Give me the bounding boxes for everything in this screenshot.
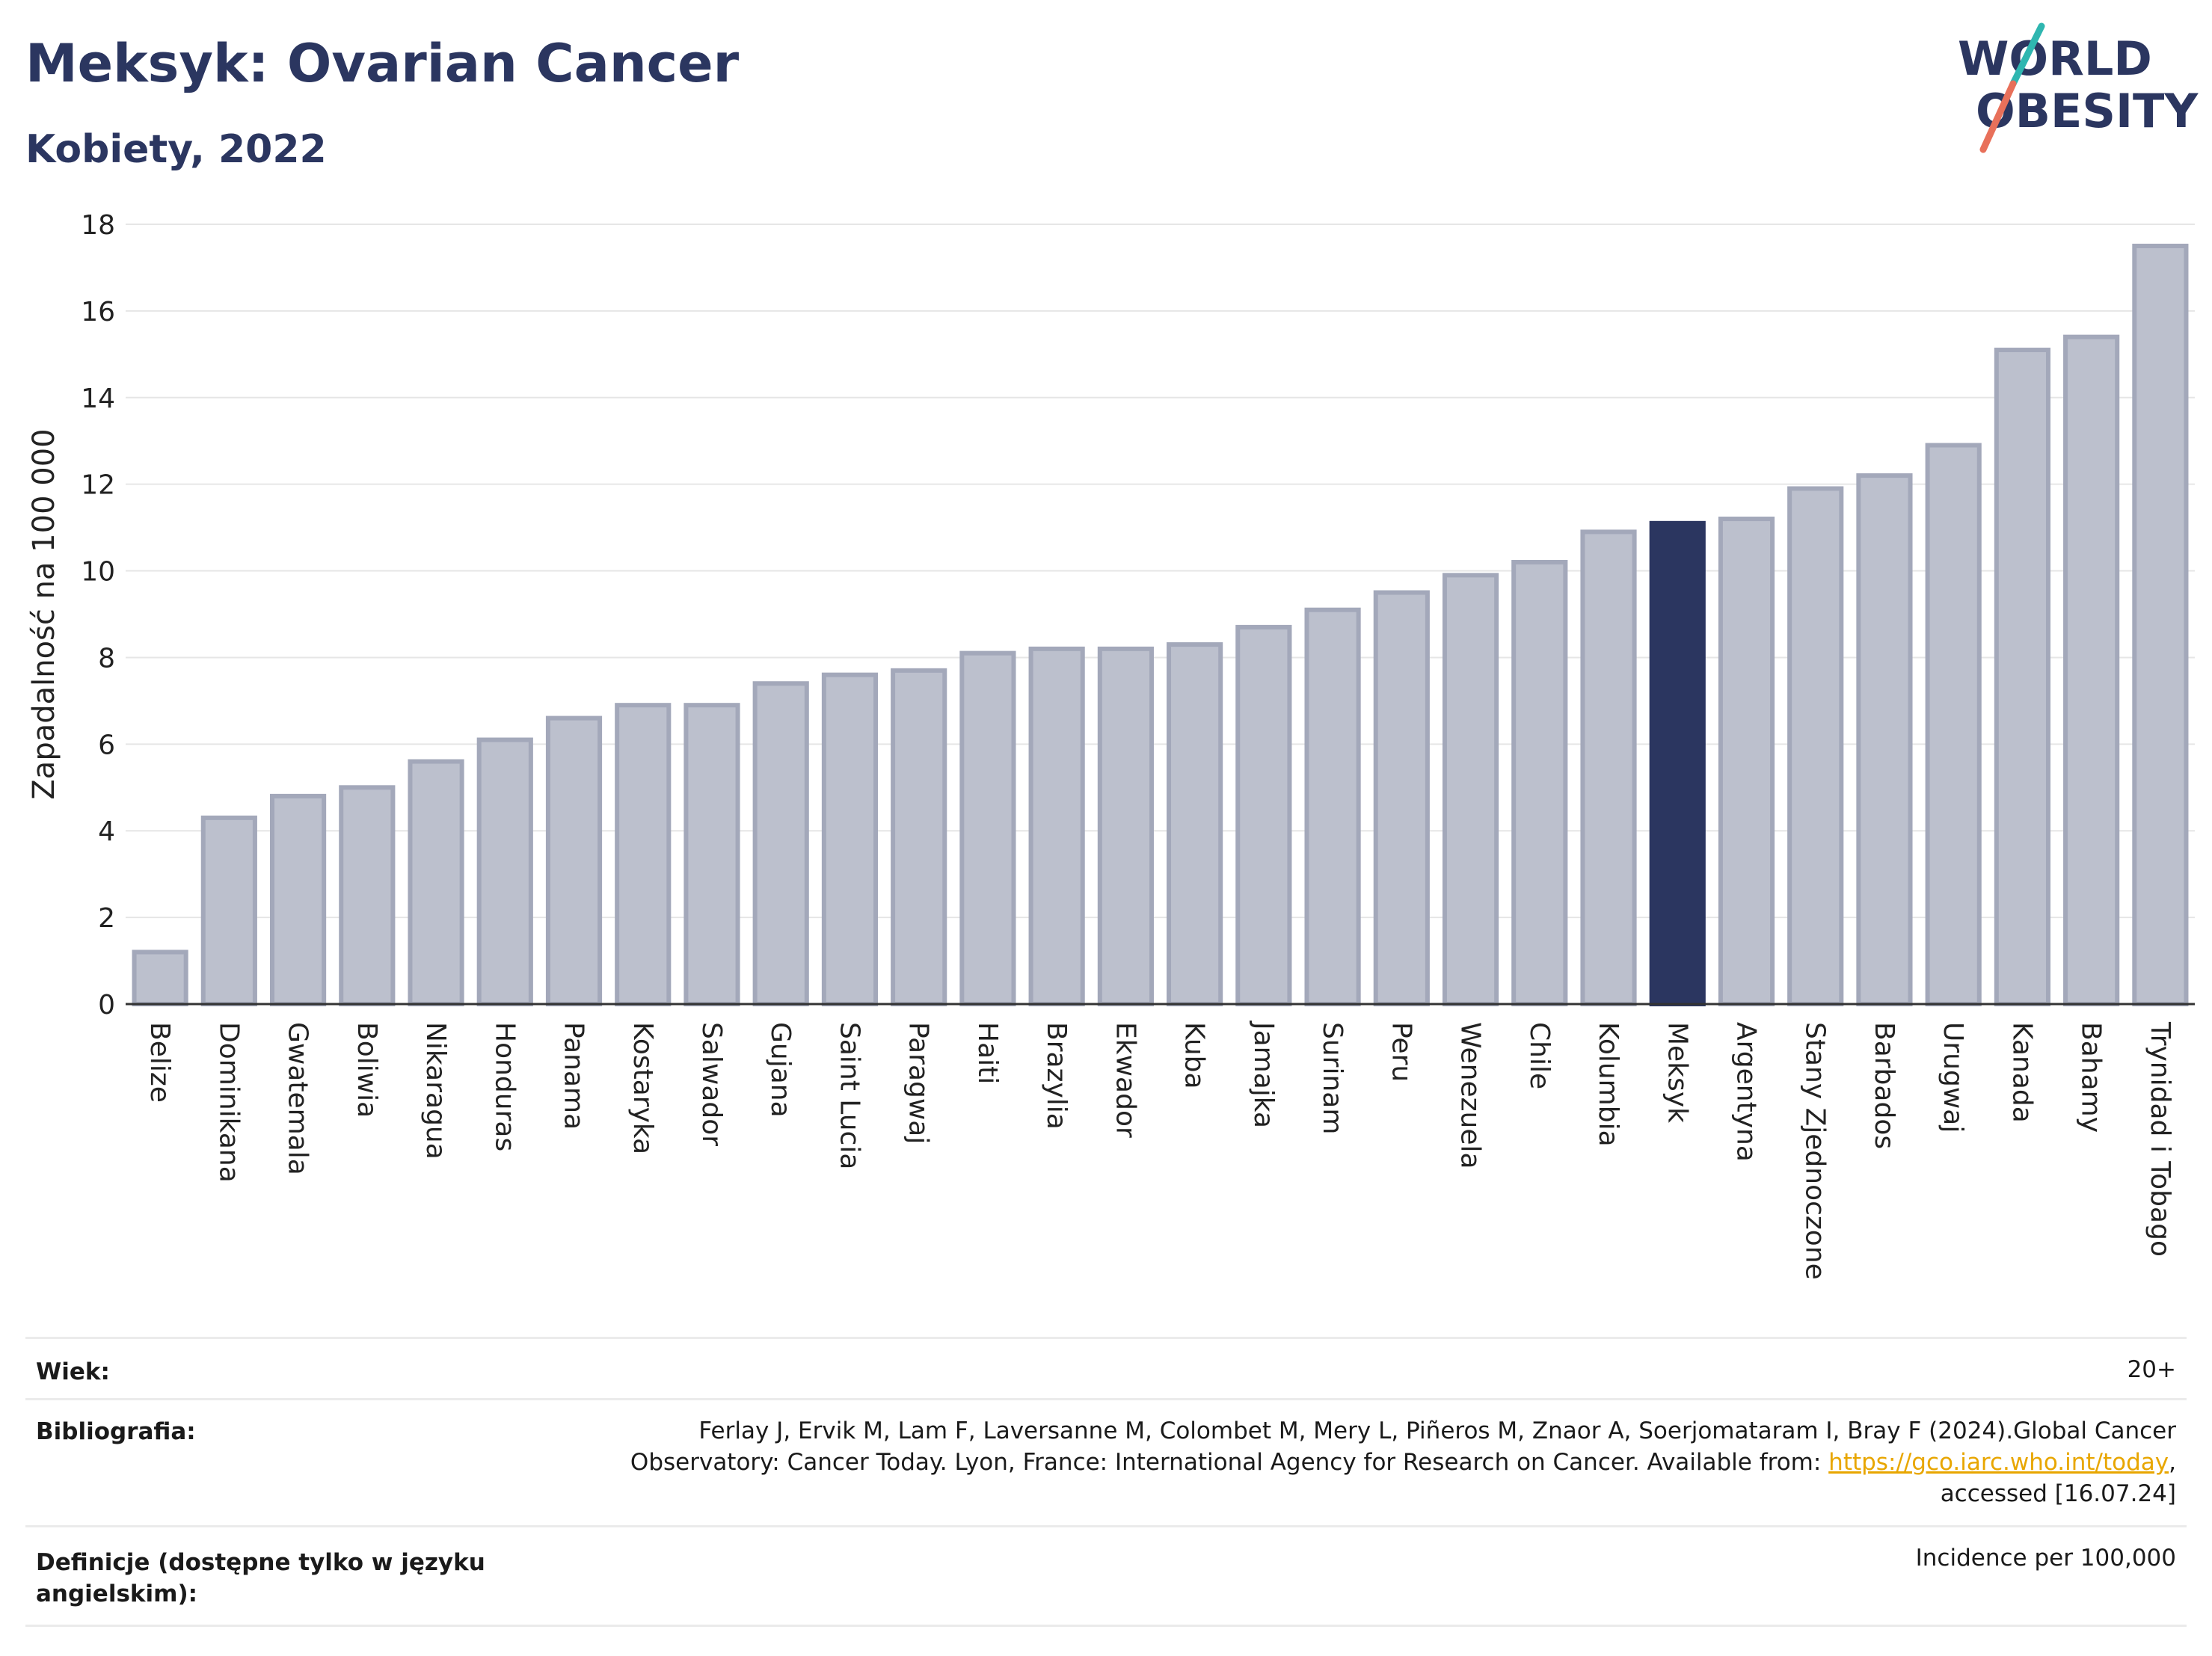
bar-jamajka — [1235, 624, 1292, 1007]
x-tick-label: Salwador — [696, 1022, 727, 1146]
bar-kostaryka — [615, 703, 672, 1007]
x-tick-label: Urugwaj — [1938, 1022, 1968, 1133]
bar-chile — [1511, 559, 1568, 1006]
x-tick-label: Stany Zjednoczone — [1800, 1022, 1831, 1280]
bar-haiti — [959, 650, 1016, 1007]
bar-kolumbia — [1580, 529, 1637, 1006]
definitions-label-line-1: Definicje (dostępne tylko w języku — [36, 1549, 485, 1576]
logo-text-world: WORLD — [1958, 31, 2152, 86]
bar-wenezuela — [1442, 573, 1499, 1006]
y-tick-label: 8 — [98, 643, 115, 674]
logo-slash-coral — [1979, 80, 2017, 153]
bar-nikaragua — [408, 759, 464, 1006]
bar-trynidad-i-tobago — [2132, 243, 2189, 1006]
y-tick-label: 10 — [81, 557, 115, 588]
bar-barbados — [1856, 473, 1913, 1006]
y-tick-label: 0 — [98, 990, 115, 1021]
bibliography-label: Bibliografia: — [36, 1418, 196, 1445]
y-tick-labels: 0 2 4 6 8 10 12 14 16 18 — [81, 210, 115, 1021]
x-tick-label: Paragwaj — [903, 1022, 934, 1144]
bar-belize — [132, 949, 188, 1007]
x-tick-label: Kostaryka — [627, 1022, 658, 1154]
y-tick-label: 4 — [98, 816, 115, 847]
x-tick-label: Barbados — [1869, 1022, 1899, 1149]
logo-text-obesity: OBESITY — [1976, 84, 2199, 138]
x-tick-label: Gwatemala — [283, 1022, 313, 1175]
x-tick-label: Peru — [1386, 1022, 1416, 1082]
bar-paragwaj — [891, 668, 947, 1006]
bar-stany-zjednoczone — [1787, 486, 1844, 1006]
y-tick-label: 16 — [81, 297, 115, 327]
y-tick-label: 18 — [81, 210, 115, 241]
bar-salwador — [683, 703, 740, 1007]
bar-meksyk — [1649, 520, 1706, 1006]
bibliography-line-2: Observatory: Cancer Today. Lyon, France:… — [630, 1447, 2176, 1478]
world-obesity-logo: WORLD OBESITY — [1958, 22, 2199, 153]
bar-dominikana — [200, 815, 257, 1006]
bibliography-text: Observatory: Cancer Today. Lyon, France:… — [630, 1449, 1829, 1476]
x-tick-label: Trynidad i Tobago — [2145, 1021, 2175, 1257]
x-tick-label: Honduras — [489, 1022, 520, 1151]
footer-row-age: Wiek: 20+ — [25, 1337, 2187, 1399]
x-tick-label: Wenezuela — [1455, 1022, 1486, 1169]
x-tick-label: Gujana — [765, 1022, 796, 1118]
bar-gujana — [752, 681, 809, 1006]
x-tick-label: Haiti — [972, 1022, 1003, 1084]
y-tick-label: 14 — [81, 384, 115, 414]
x-tick-label: Argentyna — [1730, 1022, 1761, 1162]
footer-row-bibliography: Bibliografia: Ferlay J, Ervik M, Lam F, … — [25, 1398, 2187, 1526]
y-tick-label: 2 — [98, 903, 115, 934]
x-tick-label: Bahamy — [2076, 1022, 2107, 1133]
bar-ekwador — [1097, 646, 1154, 1006]
y-tick-label: 12 — [81, 470, 115, 501]
x-tick-label: Meksyk — [1662, 1022, 1692, 1123]
x-tick-label: Kanada — [2006, 1022, 2037, 1123]
bibliography-comma: , — [2169, 1449, 2176, 1476]
x-tick-label: Chile — [1524, 1022, 1555, 1089]
x-tick-label: Saint Lucia — [834, 1022, 864, 1169]
y-tick-label: 6 — [98, 730, 115, 760]
definitions-label: Definicje (dostępne tylko w języku angiel… — [36, 1547, 485, 1610]
x-tick-label: Ekwador — [1110, 1022, 1140, 1138]
bar-bahamy — [2063, 334, 2120, 1006]
bar-honduras — [476, 737, 533, 1006]
bibliography-line-3: accessed [16.07.24] — [1940, 1480, 2176, 1507]
x-tick-label: Jamajka — [1248, 1021, 1279, 1128]
x-tick-labels: Belize Dominikana Gwatemala Boliwia Nikaragu… — [144, 1021, 2175, 1280]
x-tick-label: Panama — [559, 1022, 589, 1130]
page-title: Meksyk: Ovarian Cancer — [25, 33, 740, 94]
bar-boliwia — [339, 785, 396, 1007]
bar-saint-lucia — [821, 672, 879, 1006]
bar-urugwaj — [1925, 443, 1982, 1006]
x-tick-label: Kuba — [1179, 1022, 1210, 1089]
age-label: Wiek: — [36, 1358, 110, 1385]
x-tick-label: Belize — [144, 1022, 175, 1103]
bar-peru — [1373, 590, 1430, 1006]
bar-surinam — [1304, 607, 1361, 1006]
bibliography-line-1: Ferlay J, Ervik M, Lam F, Laversanne M, … — [698, 1418, 2176, 1444]
x-tick-label: Kolumbia — [1593, 1022, 1623, 1147]
bar-kanada — [1994, 348, 2051, 1006]
definitions-value: Incidence per 100,000 — [1915, 1545, 2176, 1572]
x-tick-label: Brazylia — [1041, 1022, 1072, 1130]
bar-gwatemala — [269, 793, 327, 1007]
page-subtitle: Kobiety, 2022 — [25, 127, 327, 172]
bar-brazylia — [1028, 646, 1085, 1006]
bar-chart: 0 2 4 6 8 10 12 14 16 18 Belize Dominikana Gwatemal… — [27, 210, 2195, 1280]
x-tick-label: Surinam — [1317, 1022, 1348, 1134]
definitions-label-line-2: angielskim): — [36, 1580, 198, 1607]
logo-slash-teal — [2009, 22, 2045, 87]
x-tick-label: Boliwia — [351, 1022, 382, 1118]
footer-row-definitions: Definicje (dostępne tylko w języku angiel… — [25, 1525, 2187, 1627]
x-tick-label: Dominikana — [213, 1022, 244, 1183]
bar-panama — [545, 715, 603, 1006]
bars — [132, 243, 2189, 1007]
bar-argentyna — [1718, 517, 1775, 1006]
age-value: 20+ — [2127, 1356, 2176, 1383]
bar-kuba — [1167, 642, 1223, 1006]
x-tick-label: Nikaragua — [420, 1022, 451, 1160]
bibliography-value: Ferlay J, Ervik M, Lam F, Laversanne M, … — [630, 1415, 2176, 1509]
bibliography-link[interactable]: https://gco.iarc.who.int/today — [1828, 1449, 2169, 1476]
y-axis-label: Zapadalność na 100 000 — [27, 428, 61, 799]
